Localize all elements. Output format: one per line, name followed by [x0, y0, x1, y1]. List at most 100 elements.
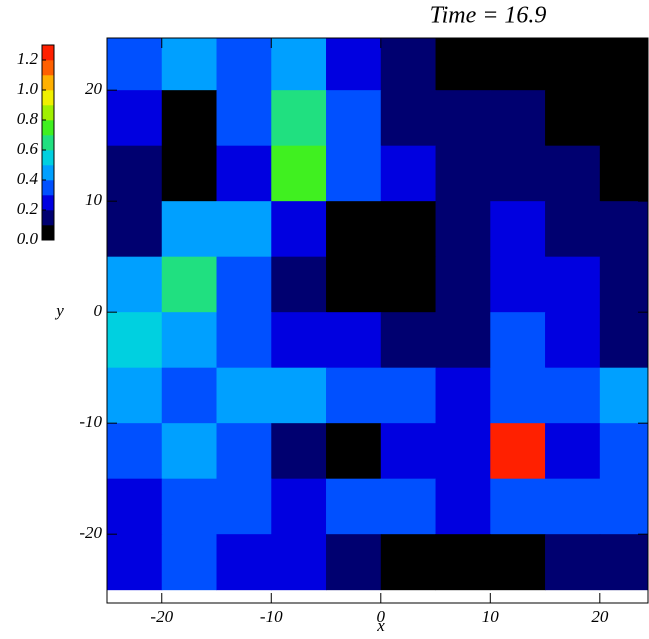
- x-tick-label: 0: [377, 607, 386, 626]
- contour-cell: [107, 38, 163, 91]
- contour-cell: [107, 423, 163, 480]
- colorbar-band: [42, 90, 54, 106]
- contour-cell: [216, 423, 272, 480]
- contour-cell: [326, 367, 382, 424]
- contour-cell: [599, 423, 648, 480]
- contour-cell: [435, 312, 491, 369]
- contour-cell: [271, 367, 327, 424]
- contour-cell: [435, 90, 491, 147]
- contour-cell: [545, 534, 601, 591]
- colorbar-band: [42, 225, 54, 241]
- contour-cell: [216, 256, 272, 313]
- contour-cell: [107, 201, 163, 258]
- contour-cell: [545, 256, 601, 313]
- contour-cell: [161, 312, 218, 369]
- contour-cell: [161, 534, 218, 591]
- contour-cell: [545, 145, 601, 202]
- contour-cell: [380, 367, 437, 424]
- contour-cell: [599, 256, 648, 313]
- contour-cell: [326, 423, 382, 480]
- y-tick-label: -10: [79, 412, 102, 431]
- contour-cell: [326, 38, 382, 91]
- contour-cell: [380, 423, 437, 480]
- x-tick-label: -10: [260, 607, 283, 626]
- contour-cell: [161, 478, 218, 535]
- contour-cell: [216, 90, 272, 147]
- contour-cell: [216, 312, 272, 369]
- contour-cell: [545, 367, 601, 424]
- contour-cell: [216, 201, 272, 258]
- contour-cell: [599, 38, 648, 91]
- contour-cell: [326, 90, 382, 147]
- contour-cell: [271, 145, 327, 202]
- x-axis-label: x: [376, 616, 385, 634]
- contour-cell: [107, 367, 163, 424]
- contour-cell: [326, 312, 382, 369]
- contour-cell: [435, 478, 491, 535]
- colorbar-tick-label: 0.2: [17, 199, 39, 218]
- contour-cell: [107, 478, 163, 535]
- colorbar-band: [42, 60, 54, 76]
- contour-cell: [271, 312, 327, 369]
- y-tick-label: 0: [94, 301, 103, 320]
- colorbar-tick-label: 0.8: [17, 109, 39, 128]
- contour-cell: [326, 534, 382, 591]
- contour-cell: [161, 201, 218, 258]
- contour-cell: [435, 38, 491, 91]
- y-tick-label: 10: [85, 190, 103, 209]
- colorbar-band: [42, 210, 54, 226]
- contour-cell: [161, 423, 218, 480]
- contour-cell: [271, 201, 327, 258]
- contour-cell: [216, 38, 272, 91]
- y-tick-label: -20: [79, 523, 102, 542]
- plot-frame: [106, 37, 649, 604]
- contour-cell: [216, 145, 272, 202]
- contour-field: [107, 38, 648, 591]
- contour-cell: [599, 478, 648, 535]
- colorbar-band: [42, 195, 54, 211]
- contour-cell: [599, 201, 648, 258]
- colorbar-band: [42, 150, 54, 166]
- contour-cell: [107, 312, 163, 369]
- contour-cell: [107, 534, 163, 591]
- contour-cell: [599, 145, 648, 202]
- contour-cell: [490, 312, 546, 369]
- contour-cell: [271, 423, 327, 480]
- contour-cell: [271, 534, 327, 591]
- contour-cell: [326, 201, 382, 258]
- contour-cell: [161, 256, 218, 313]
- contour-cell: [435, 145, 491, 202]
- contour-cell: [161, 367, 218, 424]
- colorbar-tick-label: 0.6: [17, 139, 39, 158]
- contour-cell: [380, 534, 437, 591]
- x-tick-label: 10: [482, 607, 500, 626]
- contour-cell: [545, 423, 601, 480]
- contour-cell: [545, 478, 601, 535]
- colorbar-band: [42, 135, 54, 151]
- contour-cell: [490, 145, 546, 202]
- contour-cell: [380, 201, 437, 258]
- contour-cell: [490, 90, 546, 147]
- contour-cell: [490, 201, 546, 258]
- chart-title: Time = 16.9: [430, 3, 547, 29]
- colorbar-frame: [41, 44, 55, 241]
- contour-cell: [545, 90, 601, 147]
- contour-cell: [599, 312, 648, 369]
- y-tick-label: 20: [85, 79, 103, 98]
- contour-cell: [599, 367, 648, 424]
- y-axis-label: y: [54, 301, 64, 320]
- contour-cell: [216, 534, 272, 591]
- contour-cell: [490, 478, 546, 535]
- contour-cell: [490, 256, 546, 313]
- contour-cell: [435, 534, 491, 591]
- contour-cell: [490, 534, 546, 591]
- contour-cell: [380, 256, 437, 313]
- contour-cell: [435, 423, 491, 480]
- contour-cell: [490, 423, 546, 480]
- contour-cell: [599, 90, 648, 147]
- contour-cell: [599, 534, 648, 591]
- contour-cell: [216, 478, 272, 535]
- contour-cell: [271, 90, 327, 147]
- contour-cell: [271, 38, 327, 91]
